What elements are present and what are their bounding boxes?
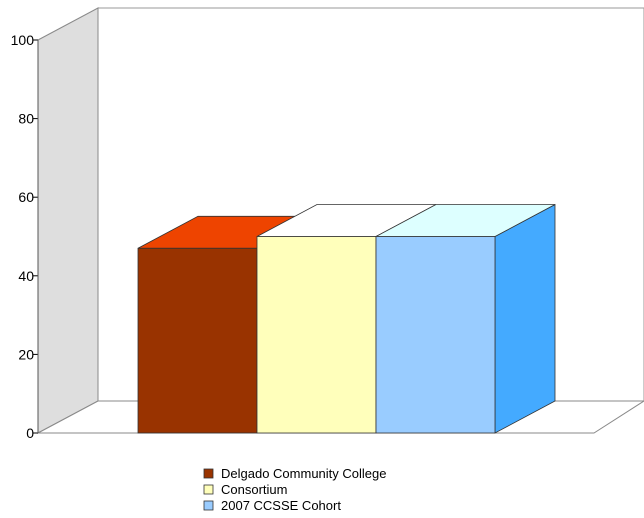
legend-swatch [203,500,214,511]
y-tick-label: 20 [18,346,34,362]
legend-swatch [203,468,214,479]
bar-front-face [137,247,258,434]
y-axis: 0 20 40 60 80 100 [11,32,39,441]
legend-item: Delgado Community College [203,466,386,481]
legend-label: Delgado Community College [221,466,386,481]
bar-front-face [375,236,496,434]
legend-item: 2007 CCSSE Cohort [203,498,341,513]
bar-side-face [494,203,556,434]
y-tick-label: 0 [26,425,34,441]
y-tick-label: 80 [18,111,34,127]
legend-swatch [203,484,214,495]
bar-2 [256,204,437,434]
bar-3 [375,203,556,434]
y-tick-label: 100 [11,32,35,48]
bars-group [137,203,556,434]
legend-label: 2007 CCSSE Cohort [221,498,341,513]
side-wall [37,7,99,434]
y-tick-label: 40 [18,268,34,284]
legend-label: Consortium [221,482,287,497]
bar-front-face [256,236,377,434]
y-tick-label: 60 [18,189,34,205]
legend: Delgado Community CollegeConsortium2007 … [203,466,386,513]
legend-item: Consortium [203,482,287,497]
bar-1 [137,215,318,434]
